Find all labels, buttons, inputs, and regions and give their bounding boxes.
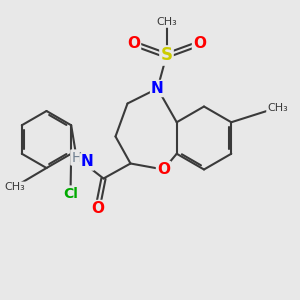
Text: CH₃: CH₃: [4, 182, 26, 193]
Text: S: S: [160, 46, 172, 64]
Text: N: N: [81, 154, 93, 169]
Text: CH₃: CH₃: [267, 103, 288, 113]
Text: O: O: [193, 36, 206, 51]
Text: Cl: Cl: [63, 187, 78, 200]
Text: H: H: [71, 151, 82, 164]
Text: N: N: [151, 81, 164, 96]
Text: O: O: [157, 162, 170, 177]
Text: CH₃: CH₃: [156, 17, 177, 27]
Text: O: O: [91, 201, 104, 216]
Text: O: O: [127, 36, 140, 51]
